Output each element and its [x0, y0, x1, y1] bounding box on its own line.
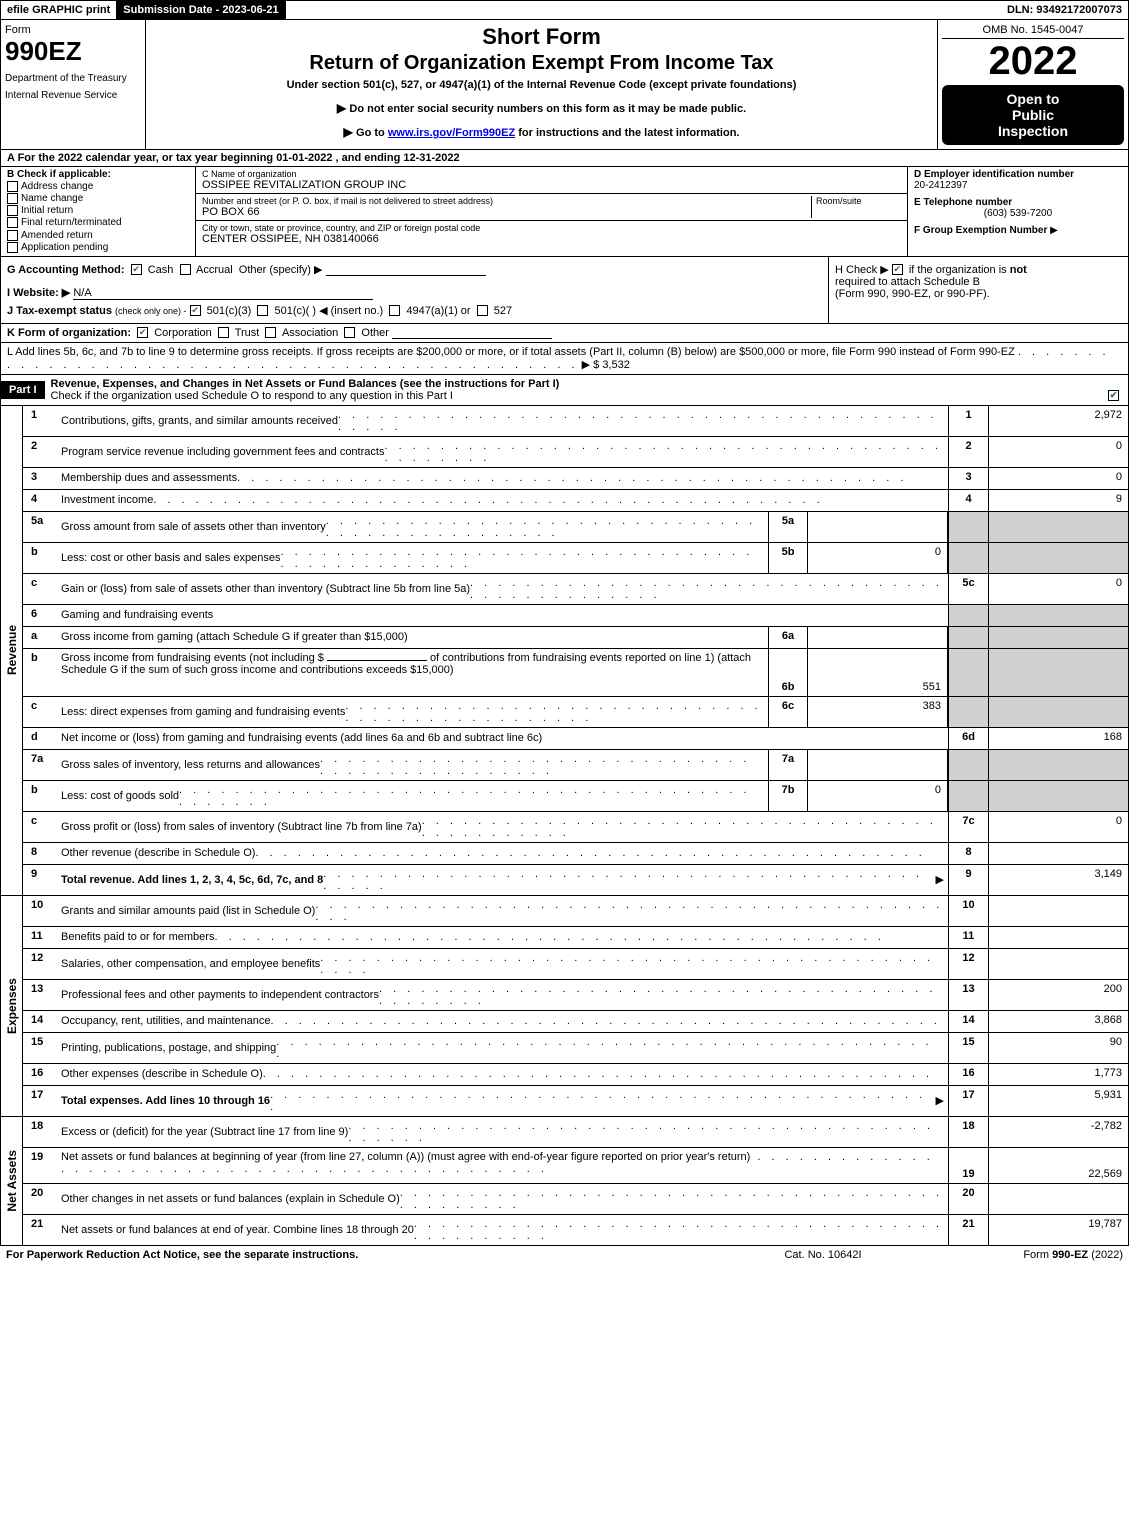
netassets-block: Net Assets 18Excess or (deficit) for the… [0, 1117, 1129, 1246]
phone-value: (603) 539-7200 [914, 208, 1122, 219]
line-l: L Add lines 5b, 6c, and 7b to line 9 to … [0, 343, 1129, 375]
ein-label: D Employer identification number [914, 169, 1122, 180]
l-amount: $ 3,532 [593, 359, 630, 371]
short-form-title: Short Form [150, 24, 933, 50]
city-label: City or town, state or province, country… [202, 223, 901, 233]
street-label: Number and street (or P. O. box, if mail… [202, 196, 811, 206]
street-value: PO BOX 66 [202, 206, 811, 218]
group-exempt-label: F Group Exemption Number [914, 225, 1047, 236]
return-title: Return of Organization Exempt From Incom… [150, 52, 933, 75]
revenue-block: Revenue 1Contributions, gifts, grants, a… [0, 406, 1129, 896]
phone-label: E Telephone number [914, 197, 1122, 208]
website-value: N/A [73, 287, 373, 300]
line-a-tax-year: A For the 2022 calendar year, or tax yea… [0, 150, 1129, 167]
dln-label: DLN: 93492172007073 [1001, 1, 1128, 19]
revenue-side-tab: Revenue [0, 406, 22, 896]
chk-corporation[interactable] [137, 327, 148, 338]
open-public-badge: Open to Public Inspection [942, 85, 1124, 145]
g-other-input[interactable] [326, 264, 486, 276]
tax-year: 2022 [942, 41, 1124, 81]
netassets-side-tab: Net Assets [0, 1117, 22, 1246]
ln1-desc: Contributions, gifts, grants, and simila… [57, 406, 948, 436]
ln1-val: 2,972 [988, 406, 1128, 436]
k-label: K Form of organization: [7, 327, 131, 339]
chk-cash[interactable] [131, 264, 142, 275]
chk-schedule-b[interactable] [892, 264, 903, 275]
line-h: H Check ▶ if the organization is not req… [835, 263, 1122, 300]
ein-value: 20-2412397 [914, 180, 1122, 191]
cat-no: Cat. No. 10642I [723, 1249, 923, 1261]
irs-link[interactable]: www.irs.gov/Form990EZ [388, 127, 515, 139]
subtitle: Under section 501(c), 527, or 4947(a)(1)… [150, 79, 933, 91]
omb-number: OMB No. 1545-0047 [942, 24, 1124, 39]
form-header: Form 990EZ Department of the Treasury In… [0, 20, 1129, 150]
chk-schedule-o[interactable] [1108, 390, 1119, 401]
col-c-org-info: C Name of organization OSSIPEE REVITALIZ… [196, 167, 908, 256]
chk-name-change[interactable]: Name change [7, 193, 189, 204]
chk-final-return[interactable]: Final return/terminated [7, 217, 189, 228]
g-other-label: Other (specify) ▶ [239, 264, 323, 276]
submission-date-button[interactable]: Submission Date - 2023-06-21 [117, 1, 285, 19]
line-gh: G Accounting Method: Cash Accrual Other … [0, 257, 1129, 324]
chk-initial-return[interactable]: Initial return [7, 205, 189, 216]
chk-trust[interactable] [218, 327, 229, 338]
paperwork-notice: For Paperwork Reduction Act Notice, see … [6, 1249, 723, 1261]
expenses-block: Expenses 10Grants and similar amounts pa… [0, 896, 1129, 1117]
arrow-icon: ▶ [1050, 225, 1058, 236]
b-heading: B Check if applicable: [7, 169, 189, 180]
page-footer: For Paperwork Reduction Act Notice, see … [0, 1246, 1129, 1264]
org-name-label: C Name of organization [202, 169, 901, 179]
ln1-num: 1 [23, 406, 57, 436]
chk-527[interactable] [477, 305, 488, 316]
ssn-note: ▶ Do not enter social security numbers o… [150, 101, 933, 115]
form-number: 990EZ [5, 36, 141, 67]
chk-association[interactable] [265, 327, 276, 338]
chk-4947[interactable] [389, 305, 400, 316]
arrow-icon: ▶ [936, 1094, 944, 1107]
chk-501c3[interactable] [190, 305, 201, 316]
chk-application-pending[interactable]: Application pending [7, 242, 189, 253]
part1-title: Revenue, Expenses, and Changes in Net As… [45, 375, 1128, 405]
g-label: G Accounting Method: [7, 264, 125, 276]
chk-501c[interactable] [257, 305, 268, 316]
k-other-input[interactable] [392, 327, 552, 339]
dept-treasury: Department of the Treasury [5, 73, 141, 84]
room-label: Room/suite [816, 196, 901, 206]
expenses-side-tab: Expenses [0, 896, 22, 1117]
org-name-value: OSSIPEE REVITALIZATION GROUP INC [202, 179, 901, 191]
arrow-icon: ▶ [936, 873, 944, 886]
header-right: OMB No. 1545-0047 2022 Open to Public In… [938, 20, 1128, 149]
form-label: Form [5, 24, 141, 36]
form-ref: Form 990-EZ (2022) [923, 1249, 1123, 1261]
i-label: I Website: ▶ [7, 287, 70, 299]
chk-amended-return[interactable]: Amended return [7, 230, 189, 241]
col-d-ein-phone: D Employer identification number 20-2412… [908, 167, 1128, 256]
efile-label[interactable]: efile GRAPHIC print [1, 1, 117, 19]
section-bcd: B Check if applicable: Address change Na… [0, 167, 1129, 257]
chk-other-org[interactable] [344, 327, 355, 338]
chk-address-change[interactable]: Address change [7, 181, 189, 192]
city-value: CENTER OSSIPEE, NH 038140066 [202, 233, 901, 245]
chk-accrual[interactable] [180, 264, 191, 275]
top-bar: efile GRAPHIC print Submission Date - 20… [0, 0, 1129, 20]
col-b-check-applicable: B Check if applicable: Address change Na… [1, 167, 196, 256]
header-center: Short Form Return of Organization Exempt… [146, 20, 938, 149]
header-left: Form 990EZ Department of the Treasury In… [1, 20, 146, 149]
part1-header: Part I Revenue, Expenses, and Changes in… [0, 375, 1129, 406]
part1-tab: Part I [1, 381, 45, 399]
goto-note: ▶ Go to www.irs.gov/Form990EZ for instru… [150, 125, 933, 139]
dept-irs: Internal Revenue Service [5, 90, 141, 101]
j-label: J Tax-exempt status [7, 305, 112, 317]
line-k: K Form of organization: Corporation Trus… [0, 324, 1129, 343]
